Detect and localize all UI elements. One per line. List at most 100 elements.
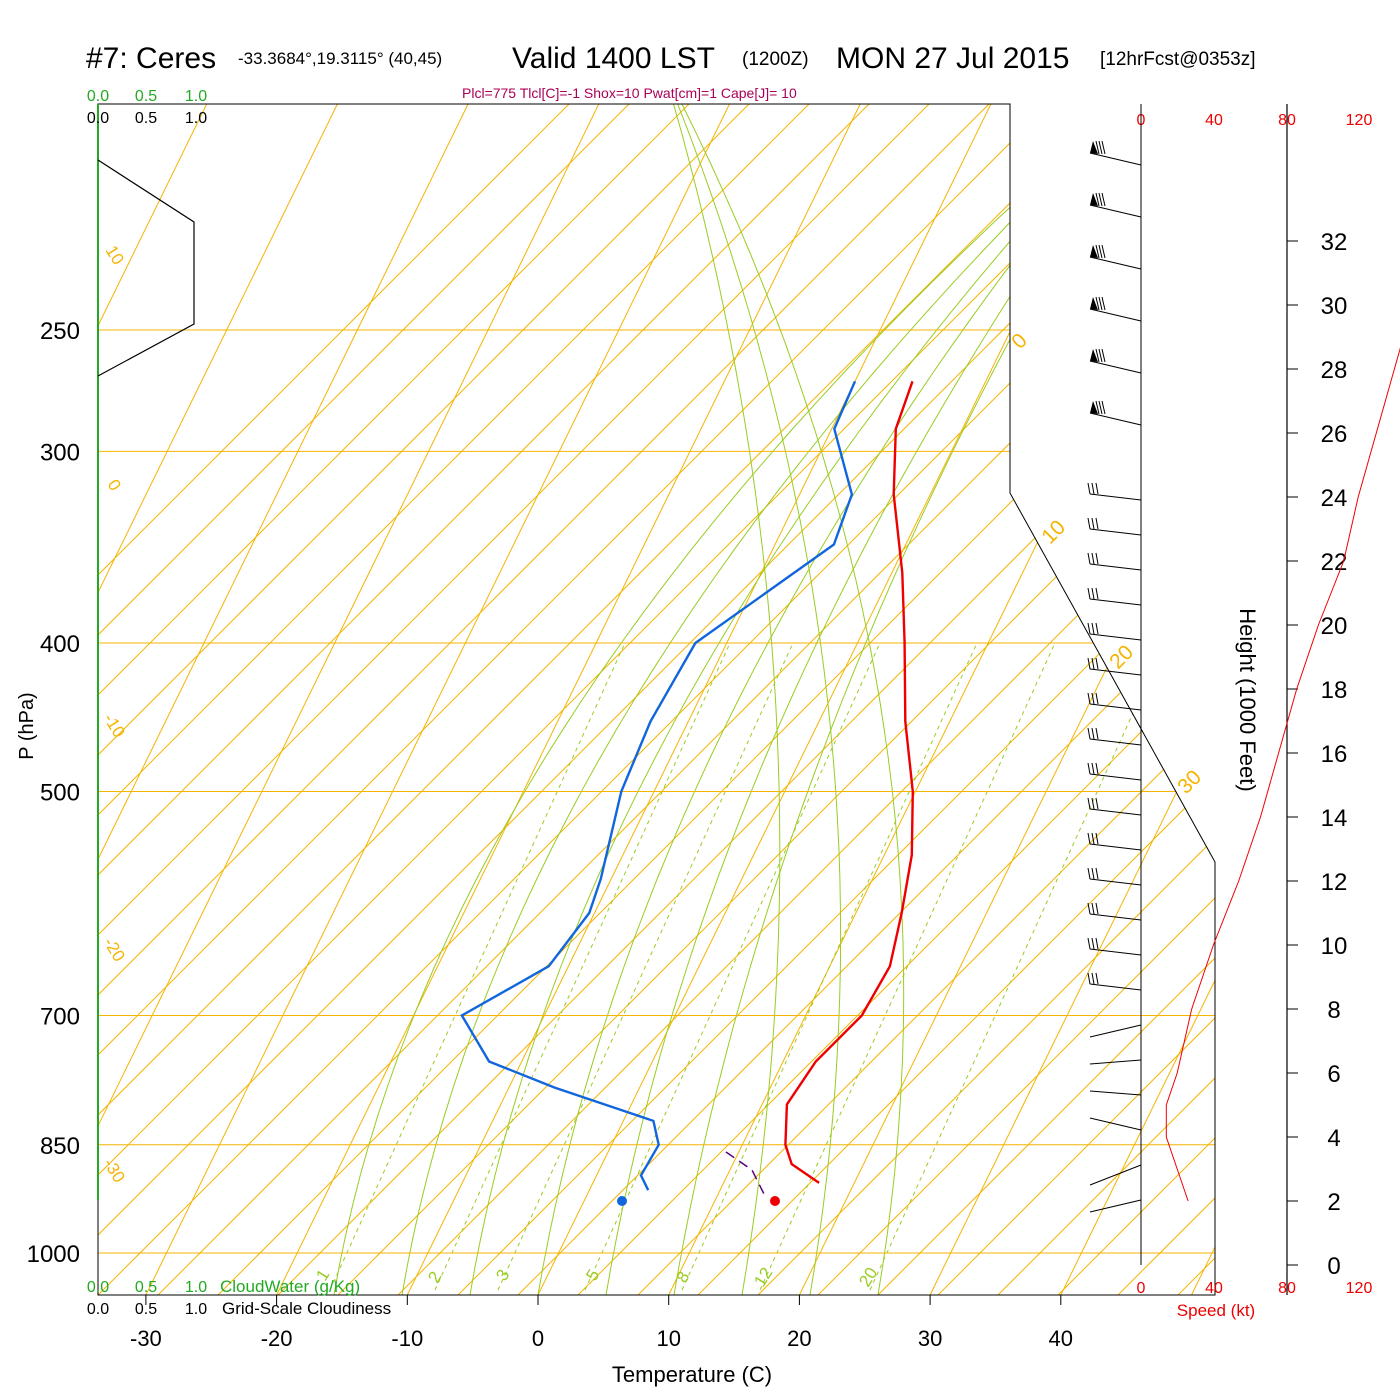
dry-adiabat-line	[337, 104, 1215, 1295]
wind-barb	[1089, 1024, 1142, 1038]
moist-adiabat-line	[605, 104, 1143, 1295]
wind-barb-tick	[1087, 762, 1091, 775]
x-tick-label: 30	[918, 1326, 942, 1351]
wind-barb	[1089, 703, 1142, 711]
wind-barb	[1089, 1117, 1142, 1131]
wind-barb-tick	[1091, 622, 1095, 635]
speed-tick-label: 40	[1205, 1280, 1223, 1297]
wind-barb-tick	[1095, 622, 1099, 635]
wind-barb-tick	[1091, 482, 1095, 495]
dry-adiabat-line	[98, 104, 870, 1295]
wind-barb-tick	[1087, 902, 1091, 915]
wind-barb	[1089, 152, 1142, 166]
wind-barb-tick	[1101, 400, 1106, 415]
wind-barb-tick	[1101, 296, 1106, 311]
isotherm-line	[798, 104, 1215, 1295]
wind-barb-tick	[1101, 192, 1106, 207]
plot-frame	[97, 103, 1216, 1296]
height-axis-label: Height (1000 Feet)	[1235, 608, 1260, 791]
wind-barb	[1089, 773, 1142, 781]
wind-barb-tick	[1091, 692, 1095, 705]
isotherm-line	[145, 104, 730, 1295]
wind-barb	[1089, 983, 1142, 991]
cloudwater-tick-label: 0.0	[87, 1279, 109, 1296]
wind-barb-flag	[1090, 245, 1098, 258]
dry-adiabat-line	[937, 104, 1215, 1295]
mixing-ratio-line	[329, 642, 626, 1291]
x-tick-label: -10	[391, 1326, 423, 1351]
wind-barb-tick	[1095, 244, 1100, 259]
dry-adiabat-line	[577, 104, 1215, 1295]
dry-adiabat-line	[757, 104, 1215, 1295]
wind-barb-tick	[1087, 832, 1091, 845]
speed-tick-label: 80	[1278, 112, 1296, 129]
wind-barb-tick	[1091, 972, 1095, 985]
wind-barb	[1089, 204, 1142, 218]
sounding-profiles	[460, 380, 915, 1206]
speed-tick-label: 40	[1205, 112, 1223, 129]
mixing-ratio-line	[584, 642, 881, 1291]
height-tick-label: 12	[1321, 869, 1348, 896]
mixing-ratio-line	[759, 642, 1056, 1291]
height-tick-label: 18	[1321, 677, 1348, 704]
wind-barb-tick	[1091, 762, 1095, 775]
wind-barb-tick	[1095, 482, 1099, 495]
dry-adiabat-line	[517, 104, 1215, 1295]
wind-barb-tick	[1095, 832, 1099, 845]
wind-barb	[1089, 1164, 1142, 1186]
wind-barb-tick	[1098, 400, 1103, 415]
dry-adiabat-line	[98, 104, 1110, 1295]
cloudwater-tick-label: 1.0	[185, 88, 207, 105]
dry-adiabat-line	[1057, 104, 1215, 1295]
pressure-tick-label: 250	[40, 318, 80, 345]
valid-time: Valid 1400 LST	[512, 42, 715, 75]
wind-barb-tick	[1095, 587, 1099, 600]
wind-barb-tick	[1098, 244, 1103, 259]
cloudiness-tick-label: 0.5	[135, 1301, 157, 1318]
x-tick-label: -20	[261, 1326, 293, 1351]
wind-barb-tick	[1098, 140, 1103, 155]
cloudwater-tick-label: 1.0	[185, 1279, 207, 1296]
dry-adiabat-line	[1238, 104, 1400, 1295]
wind-barb-tick	[1087, 587, 1091, 600]
wind-barb-tick	[1091, 797, 1095, 810]
wind-barb-tick	[1091, 937, 1095, 950]
cloudiness-tick-label: 0.0	[87, 110, 109, 127]
wind-barb-tick	[1087, 552, 1091, 565]
mixing-ratio-label: 20	[855, 1264, 881, 1290]
mixing-ratio-label: 2	[424, 1268, 445, 1286]
x-tick-label: 20	[787, 1326, 811, 1351]
wind-barb-tick	[1095, 348, 1100, 363]
cloudiness-axis-label: Grid-Scale Cloudiness	[222, 1299, 391, 1318]
wind-barb-tick	[1095, 762, 1099, 775]
dry-adiabat-line	[98, 104, 1215, 1295]
wind-barb-tick	[1091, 552, 1095, 565]
speed-tick-label: 80	[1278, 1280, 1296, 1297]
speed-tick-label: 120	[1346, 112, 1373, 129]
wind-barb-tick	[1095, 902, 1099, 915]
wind-barb	[1089, 256, 1142, 270]
pressure-tick-label: 700	[40, 1004, 80, 1031]
height-tick-label: 8	[1327, 997, 1340, 1024]
isotherm-line	[929, 104, 1215, 1295]
speed-tick-label: 0	[1137, 1280, 1146, 1297]
dry-adiabat-line	[98, 104, 990, 1295]
isotherm-line	[1191, 104, 1215, 1295]
pressure-tick-label: 850	[40, 1133, 80, 1160]
wind-barb-tick	[1098, 192, 1103, 207]
speed-tick-label: 120	[1346, 1280, 1373, 1297]
wind-barb	[1089, 598, 1142, 606]
wind-barb-tick	[1095, 692, 1099, 705]
wind-barb	[1089, 1199, 1142, 1213]
wind-barb-tick	[1095, 140, 1100, 155]
dry-adiabat-line	[98, 104, 1215, 1295]
wind-barb-tick	[1098, 296, 1103, 311]
dry-adiabat-line	[637, 104, 1215, 1295]
speed-axis-label: Speed (kt)	[1177, 1301, 1255, 1320]
isotherm-line	[98, 104, 600, 1295]
wind-barb-tick	[1095, 727, 1099, 740]
wind-barb	[1089, 913, 1142, 921]
height-tick-label: 10	[1321, 933, 1348, 960]
wind-barb	[1089, 563, 1142, 571]
